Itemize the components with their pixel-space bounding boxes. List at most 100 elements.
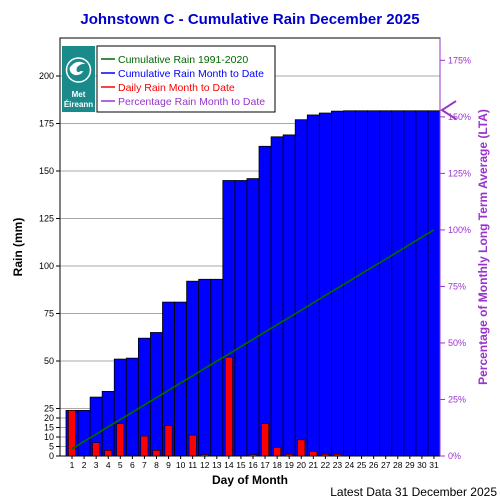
x-tick-label: 12: [200, 460, 210, 470]
cumulative-bar: [379, 110, 393, 457]
daily-bar: [80, 455, 89, 457]
x-tick-label: 6: [130, 460, 135, 470]
x-tick-label: 17: [260, 460, 270, 470]
x-tick-label: 29: [405, 460, 415, 470]
legend-label-lta: Cumulative Rain 1991-2020: [118, 54, 248, 66]
cumulative-bar: [282, 134, 296, 457]
x-tick-label: 18: [272, 460, 282, 470]
daily-bar: [200, 454, 209, 457]
legend: Cumulative Rain 1991-2020 Cumulative Rai…: [96, 45, 276, 113]
cumulative-bar: [427, 110, 441, 457]
daily-bar: [237, 455, 245, 457]
x-tick-label: 3: [94, 460, 99, 470]
y-tick-label: 125: [39, 214, 54, 224]
daily-bar: [116, 423, 125, 457]
daily-bar: [224, 356, 233, 457]
cumulative-bar: [246, 178, 260, 457]
y2-tick-label: 175%: [448, 55, 471, 65]
x-tick-label: 24: [345, 460, 355, 470]
cumulative-bar: [391, 110, 405, 457]
x-tick-label: 13: [212, 460, 222, 470]
daily-bar: [212, 455, 221, 457]
x-tick-label: 27: [381, 460, 391, 470]
logo-text-line1: Met: [72, 90, 86, 99]
x-tick-label: 2: [82, 460, 87, 470]
y-tick-label: 25: [44, 404, 54, 414]
cumulative-bar: [355, 110, 369, 457]
y2-axis-ticks: 0% 25% 50% 75% 100% 125% 150% 175%: [439, 38, 471, 461]
lta-line: [71, 229, 435, 450]
cumulative-bars: [65, 110, 441, 457]
x-axis-ticks: 1 2 3 4 5 6 7 8 9 10 11 12 13 14 15 16 17 18 19 20 21 22 23 24 2…: [70, 456, 439, 470]
x-tick-label: 22: [321, 460, 331, 470]
lta-line-group: [71, 229, 435, 450]
x-tick-label: 19: [284, 460, 294, 470]
y-tick-label: 75: [44, 309, 54, 319]
daily-bar: [140, 435, 149, 457]
x-tick-label: 16: [248, 460, 258, 470]
x-tick-label: 28: [393, 460, 403, 470]
daily-bar: [333, 453, 342, 457]
cumulative-bar: [174, 301, 188, 457]
y-tick-label: 5: [49, 442, 54, 452]
cumulative-bar: [415, 110, 429, 457]
y2-tick-label: 0%: [448, 451, 461, 461]
met-eireann-logo: Met Éireann: [62, 46, 95, 112]
y-tick-label: 15: [44, 423, 54, 433]
x-tick-label: 5: [118, 460, 123, 470]
daily-bar: [297, 439, 306, 457]
cumulative-bar: [258, 145, 272, 457]
chart-title: Johnstown C - Cumulative Rain December 2…: [80, 11, 419, 28]
latest-data-footer: Latest Data 31 December 2025: [330, 485, 497, 499]
x-tick-label: 31: [429, 460, 439, 470]
percent-marker: [440, 100, 457, 120]
x-tick-label: 1: [70, 460, 75, 470]
daily-bar: [188, 434, 197, 457]
daily-bar: [164, 425, 173, 457]
y2-tick-label: 125%: [448, 168, 471, 178]
daily-bar: [273, 447, 282, 457]
daily-bar: [249, 454, 257, 457]
y2-tick-label: 100%: [448, 225, 471, 235]
cumulative-bar: [234, 180, 248, 457]
percent-marker-group: [440, 100, 457, 120]
cumulative-bar: [318, 112, 332, 457]
x-tick-label: 10: [176, 460, 186, 470]
cumulative-bar: [270, 136, 284, 457]
y-tick-label: 100: [39, 261, 54, 271]
x-tick-label: 8: [154, 460, 159, 470]
cumulative-bar: [125, 357, 139, 457]
cumulative-bar: [77, 409, 91, 457]
y-tick-label: 20: [44, 413, 54, 423]
x-tick-label: 30: [417, 460, 427, 470]
y-tick-label: 200: [39, 71, 54, 81]
daily-bar: [128, 454, 137, 457]
cumulative-bar: [306, 114, 320, 457]
cumulative-bar: [403, 110, 417, 457]
x-tick-label: 11: [188, 460, 197, 470]
x-tick-label: 9: [166, 460, 171, 470]
y2-axis-label: Percentage of Monthly Long Term Average …: [476, 109, 490, 385]
cumulative-bar: [367, 110, 381, 457]
y2-tick-label: 25%: [448, 394, 466, 404]
daily-bar: [68, 410, 76, 457]
legend-label-daily: Daily Rain Month to Date: [118, 82, 235, 94]
x-axis-label: Day of Month: [212, 473, 288, 487]
y2-tick-label: 150%: [448, 112, 471, 122]
cumulative-bar: [294, 119, 308, 457]
y-tick-label: 10: [44, 432, 54, 442]
daily-bar: [261, 423, 269, 457]
y-tick-label: 175: [39, 119, 54, 129]
daily-bar: [152, 449, 161, 457]
x-tick-label: 14: [224, 460, 234, 470]
x-tick-label: 25: [357, 460, 367, 470]
swirl-icon: [65, 57, 92, 83]
y-axis-label: Rain (mm): [11, 218, 25, 277]
y-tick-label: 50: [44, 356, 54, 366]
x-tick-label: 4: [106, 460, 111, 470]
daily-bar: [321, 453, 330, 457]
legend-label-percent: Percentage Rain Month to Date: [118, 96, 265, 108]
cumulative-bar: [210, 278, 224, 457]
